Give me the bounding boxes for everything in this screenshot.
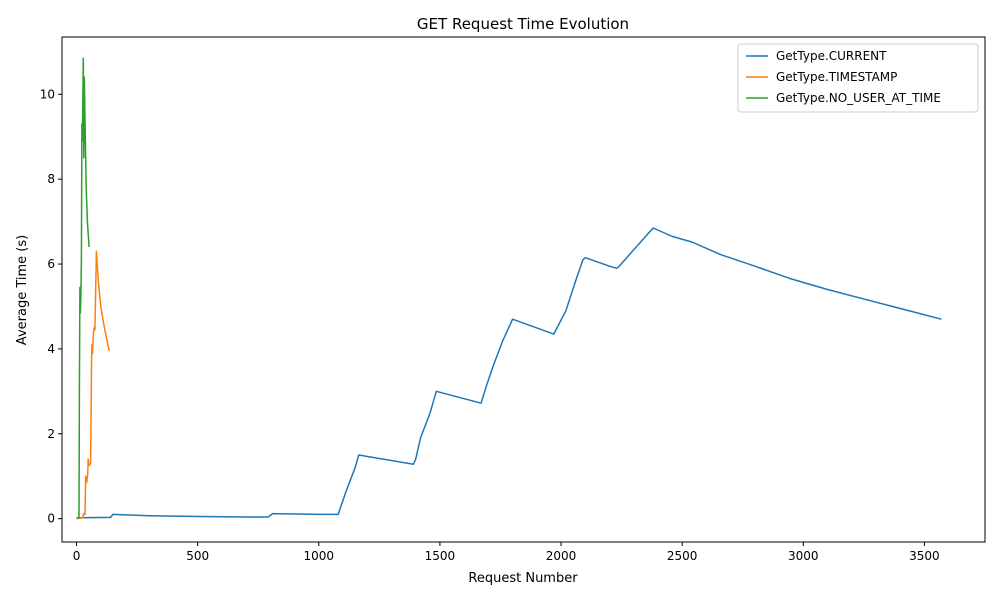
y-tick-label: 8: [47, 172, 55, 186]
series-line-gettype-current: [76, 227, 942, 519]
plot-lines: [76, 57, 942, 520]
legend-entry-label: GetType.TIMESTAMP: [776, 70, 897, 84]
legend-entry-label: GetType.CURRENT: [776, 49, 887, 63]
x-tick-label: 3000: [788, 549, 819, 563]
x-tick-label: 500: [186, 549, 209, 563]
x-axis-ticks: 0 500 1000 1500 2000 2500 3000 3500: [73, 542, 940, 563]
y-axis-ticks: 0 2 4 6 8 10: [40, 87, 62, 526]
y-tick-label: 0: [47, 512, 55, 526]
y-tick-label: 10: [40, 87, 55, 101]
x-tick-label: 3500: [909, 549, 940, 563]
x-tick-label: 1500: [425, 549, 456, 563]
y-axis-label: Average Time (s): [15, 235, 30, 345]
series-line-gettype-timestamp: [76, 250, 110, 520]
y-tick-label: 4: [47, 342, 55, 356]
chart-title: GET Request Time Evolution: [417, 15, 629, 33]
legend: GetType.CURRENT GetType.TIMESTAMP GetType.…: [737, 43, 979, 113]
x-tick-label: 2000: [546, 549, 577, 563]
x-tick-label: 1000: [304, 549, 335, 563]
plot-frame: [61, 36, 986, 543]
x-tick-label: 0: [73, 549, 81, 563]
y-tick-label: 2: [47, 427, 55, 441]
y-tick-label: 6: [47, 257, 55, 271]
legend-box: [737, 43, 979, 113]
x-axis-label: Request Number: [468, 571, 578, 586]
legend-entry-label: GetType.NO_USER_AT_TIME: [776, 91, 941, 105]
x-tick-label: 2500: [667, 549, 698, 563]
series-line-gettype-no-user-at-time: [78, 57, 90, 519]
